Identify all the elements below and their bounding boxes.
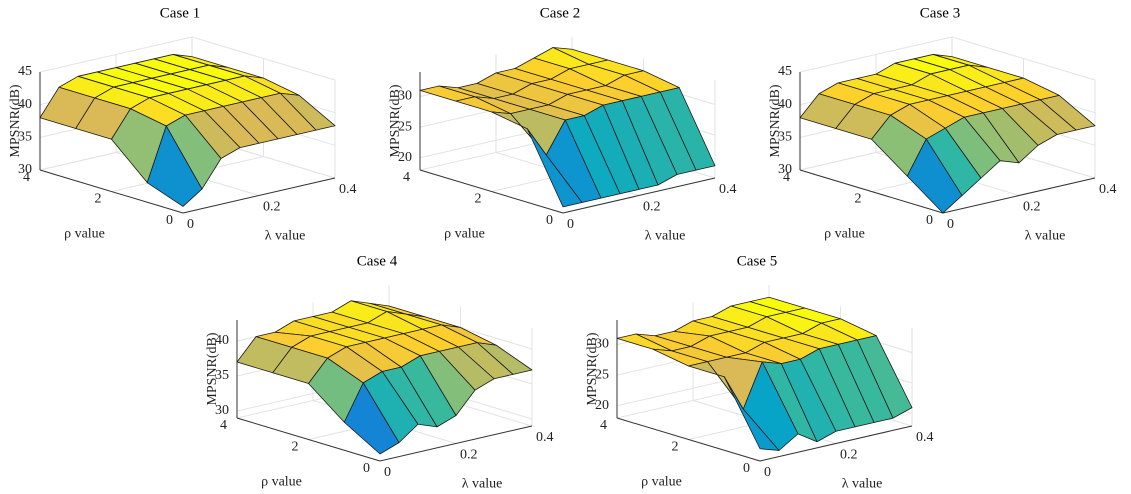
z-tick-label: 25 [595, 367, 609, 382]
z-tick-label: 35 [778, 130, 792, 145]
x-tick-label: 0.2 [263, 200, 281, 215]
y-tick-label: 4 [600, 418, 607, 433]
axis-line [236, 417, 381, 462]
surface-patch [146, 125, 203, 207]
y-tick-label: 0 [166, 213, 173, 228]
x-axis-label: λ value [645, 229, 686, 244]
axis-line [182, 177, 336, 214]
y-tick-label: 0 [363, 461, 370, 476]
x-tick-label: 0.2 [840, 448, 858, 463]
x-tick-label: 0.4 [916, 430, 934, 445]
y-tick-label: 4 [220, 418, 227, 433]
z-tick-label: 30 [595, 337, 609, 352]
y-tick-label: 2 [672, 440, 679, 455]
axis-line [799, 169, 944, 214]
y-tick-label: 0 [926, 213, 933, 228]
x-tick-label: 0 [384, 465, 391, 480]
z-tick-label: 30 [18, 162, 32, 177]
z-axis-label: MPSNR(dB) [8, 84, 23, 157]
surface-patch [723, 376, 780, 451]
z-tick-label: 40 [18, 97, 32, 112]
chart-title: Case 3 [920, 5, 960, 21]
x-tick-label: 0.4 [339, 182, 357, 197]
axis-line [616, 417, 761, 462]
chart-title: Case 1 [160, 5, 200, 21]
x-tick-label: 0.4 [1099, 182, 1117, 197]
chart-title: Case 2 [540, 5, 580, 21]
y-tick-label: 0 [546, 213, 553, 228]
y-tick-label: 2 [95, 192, 102, 207]
y-axis-label: ρ value [824, 227, 865, 242]
subplot: 20 25 30 0 2 4 0 0.2 0.4 ρ value λ value MPSNR(dB) C… [388, 5, 736, 243]
axis-line [942, 177, 1096, 214]
z-tick-label: 35 [215, 368, 229, 383]
z-axis-label: MPSNR(dB) [388, 84, 403, 157]
z-tick-label: 30 [398, 89, 412, 104]
y-axis-label: ρ value [64, 227, 105, 242]
z-tick-label: 25 [398, 119, 412, 134]
z-axis-label: MPSNR(dB) [205, 332, 220, 405]
z-tick-label: 30 [215, 403, 229, 418]
axis-line [759, 425, 913, 462]
chart-title: Case 4 [357, 253, 398, 269]
x-tick-label: 0.4 [536, 430, 554, 445]
x-tick-label: 0.2 [643, 200, 661, 215]
z-tick-label: 20 [398, 150, 412, 165]
x-axis-label: λ value [842, 477, 883, 492]
y-axis-label: ρ value [444, 227, 485, 242]
z-tick-label: 35 [18, 130, 32, 145]
surface-patch [906, 138, 963, 214]
z-tick-label: 45 [778, 64, 792, 79]
x-axis-label: λ value [462, 477, 503, 492]
x-tick-label: 0.4 [719, 182, 737, 197]
x-tick-label: 0.2 [460, 448, 478, 463]
x-axis-label: λ value [1025, 229, 1066, 244]
x-tick-label: 0 [764, 465, 771, 480]
y-axis-label: ρ value [261, 475, 302, 490]
subplot: 20 25 30 0 2 4 0 0.2 0.4 ρ value λ value MPSNR(dB) C… [585, 253, 933, 491]
axis-line [379, 425, 533, 462]
z-tick-label: 40 [215, 333, 229, 348]
x-tick-label: 0 [947, 217, 954, 232]
x-tick-label: 0 [187, 217, 194, 232]
axis-line [419, 169, 564, 214]
y-tick-label: 0 [743, 461, 750, 476]
y-tick-label: 2 [292, 440, 299, 455]
y-tick-label: 4 [23, 170, 30, 185]
axis-line [39, 169, 184, 214]
y-tick-label: 4 [403, 170, 410, 185]
surface-patch [343, 382, 400, 455]
z-axis-label: MPSNR(dB) [768, 84, 783, 157]
y-tick-label: 2 [475, 192, 482, 207]
z-axis-label: MPSNR(dB) [585, 332, 600, 405]
surface-patch [526, 128, 583, 208]
z-tick-label: 45 [18, 64, 32, 79]
y-tick-label: 4 [783, 170, 790, 185]
chart-title: Case 5 [737, 253, 777, 269]
axis-line [562, 177, 716, 214]
z-tick-label: 30 [778, 162, 792, 177]
z-tick-label: 40 [778, 97, 792, 112]
x-axis-label: λ value [265, 229, 306, 244]
z-tick-label: 20 [595, 398, 609, 413]
y-axis-label: ρ value [641, 475, 682, 490]
x-tick-label: 0.2 [1023, 200, 1041, 215]
y-tick-label: 2 [855, 192, 862, 207]
x-tick-label: 0 [567, 217, 574, 232]
